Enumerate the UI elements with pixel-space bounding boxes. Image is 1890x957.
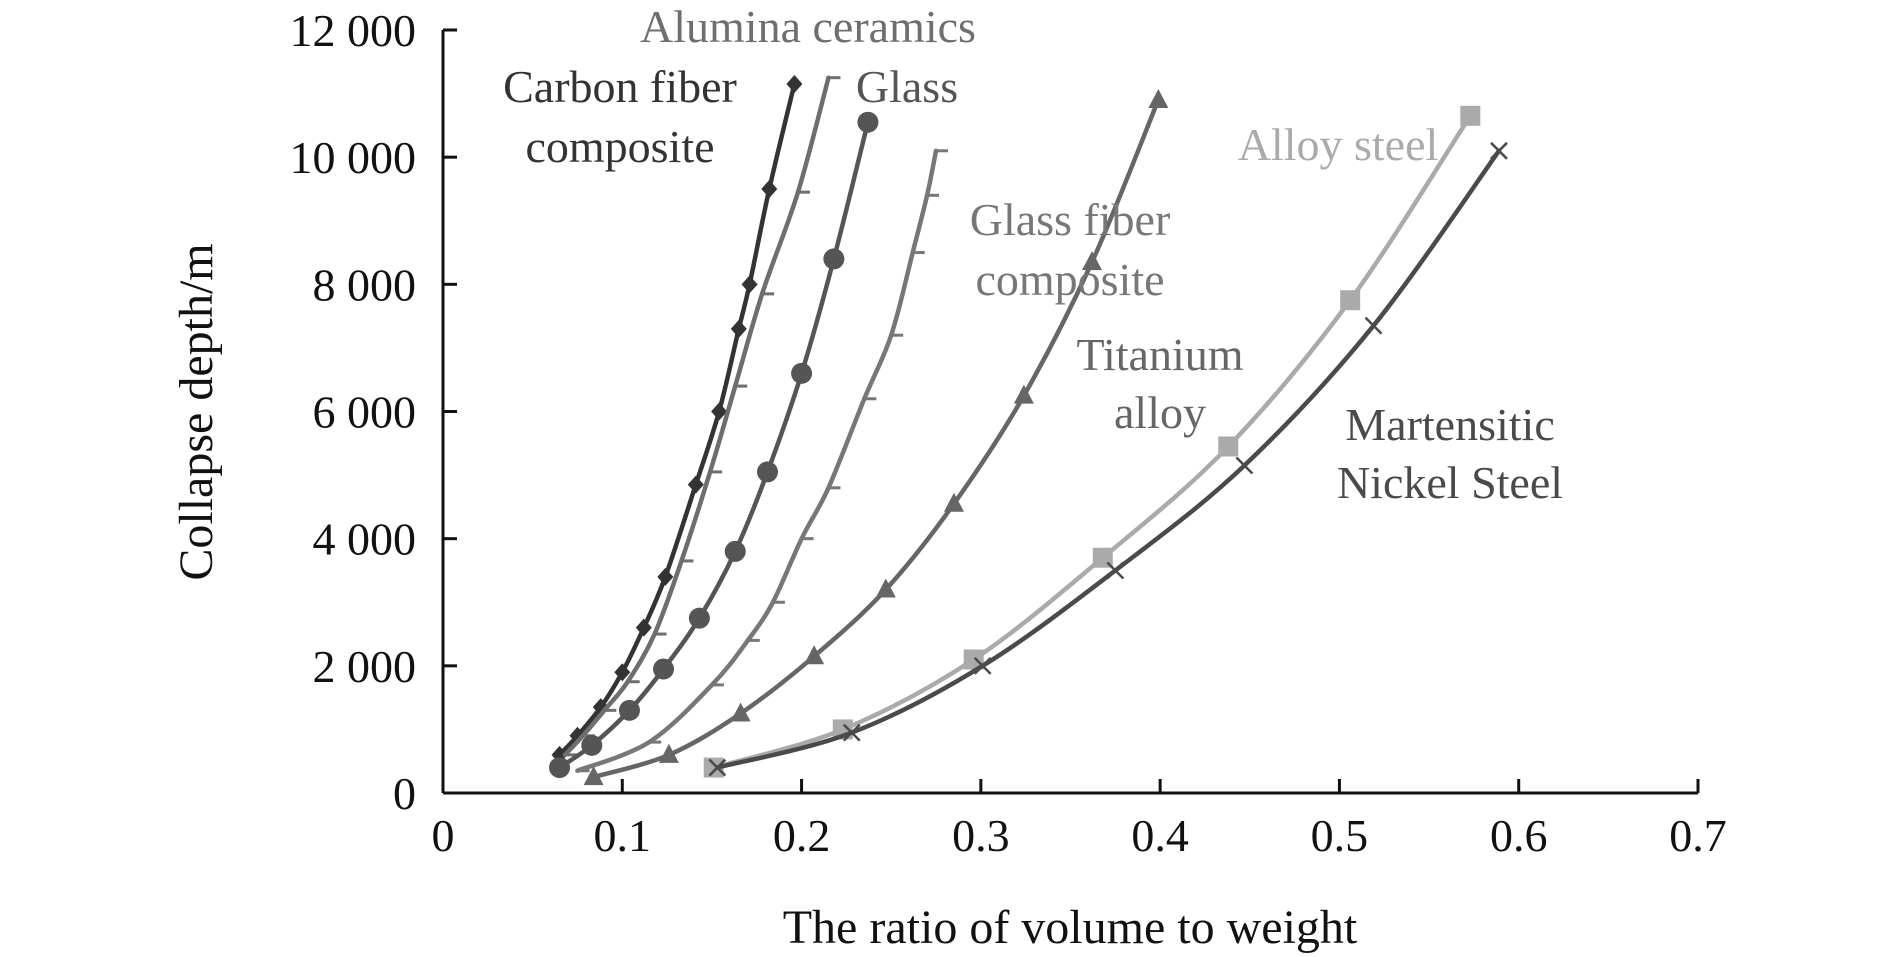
series-label-6-line-1: Nickel Steel — [1337, 457, 1563, 508]
series-0-point-4 — [635, 618, 652, 637]
series-5-point-2 — [963, 649, 984, 670]
series-0-point-3 — [614, 663, 631, 682]
series-0-point-7 — [711, 402, 728, 421]
series-4-point-7 — [1082, 251, 1103, 271]
series-6 — [708, 141, 1508, 777]
series-2-point-7 — [791, 362, 813, 384]
series-label-1-line-0: Alumina ceramics — [640, 1, 976, 52]
series-6-point-3 — [1106, 561, 1125, 580]
series-4-point-8 — [1148, 88, 1169, 108]
series-2-point-9 — [857, 111, 879, 133]
series-3 — [575, 148, 949, 773]
x-tick-label-6: 0.6 — [1490, 810, 1548, 861]
series-4-point-4 — [875, 578, 896, 598]
series-6-point-1 — [842, 723, 861, 742]
series-label-6-line-0: Martensitic — [1345, 399, 1555, 450]
series-label-5-line-0: Alloy steel — [1238, 119, 1439, 170]
x-tick-label-0: 0 — [432, 810, 455, 861]
series-0-point-5 — [657, 567, 674, 586]
series-2-point-5 — [724, 540, 746, 562]
x-tick-label-3: 0.3 — [952, 810, 1010, 861]
series-label-0-line-0: Carbon fiber — [503, 61, 737, 112]
series-5-point-4 — [1218, 436, 1239, 457]
series-4-point-1 — [658, 743, 679, 763]
y-tick-label-1: 2 000 — [313, 641, 417, 692]
series-label-3-line-1: composite — [975, 254, 1164, 305]
series-layer — [549, 75, 1508, 786]
x-tick-label-1: 0.1 — [594, 810, 652, 861]
series-6-point-6 — [1490, 141, 1508, 160]
x-tick-label-5: 0.5 — [1311, 810, 1369, 861]
series-1 — [562, 75, 841, 758]
series-4 — [583, 88, 1169, 786]
series-5-point-0 — [703, 757, 724, 778]
series-label-2-line-0: Glass — [856, 61, 958, 112]
series-4-point-2 — [730, 702, 751, 722]
y-tick-label-2: 4 000 — [313, 514, 417, 565]
series-2-point-4 — [688, 607, 710, 629]
x-tick-label-4: 0.4 — [1131, 810, 1189, 861]
y-tick-label-4: 8 000 — [313, 259, 417, 310]
series-6-point-2 — [973, 656, 992, 675]
series-2-point-3 — [653, 658, 675, 680]
series-0 — [551, 75, 803, 764]
series-line-2 — [557, 119, 871, 770]
y-tick-label-5: 10 000 — [290, 132, 417, 183]
series-2-point-8 — [823, 248, 845, 270]
series-6-point-5 — [1364, 316, 1383, 335]
ticks: 0 0.1 0.2 0.3 0.4 0.5 0.6 0.7 0 2 000 4 000 6 000 8 … — [290, 5, 1727, 861]
series-0-point-10 — [761, 179, 778, 198]
y-tick-label-3: 6 000 — [313, 387, 417, 438]
y-tick-label-0: 0 — [393, 768, 416, 819]
series-4-point-6 — [1013, 384, 1034, 404]
series-2-point-6 — [757, 461, 779, 483]
series-2-point-0 — [549, 757, 571, 779]
x-tick-label-7: 0.7 — [1669, 810, 1727, 861]
series-2-point-1 — [581, 734, 603, 756]
series-4-point-3 — [804, 645, 825, 665]
series-6-point-0 — [708, 758, 727, 777]
series-5-point-6 — [1460, 105, 1481, 126]
series-4-point-0 — [583, 766, 604, 786]
y-axis-title: Collapse depth/m — [170, 243, 223, 580]
series-0-point-9 — [741, 275, 758, 294]
series-labels: Carbon fiber composite Alumina ceramics Gla… — [503, 1, 1563, 508]
series-2 — [549, 111, 879, 779]
series-0-point-11 — [786, 75, 803, 94]
series-4-point-5 — [943, 492, 964, 512]
series-5-point-5 — [1340, 290, 1361, 311]
series-label-4-line-0: Titanium — [1076, 329, 1243, 380]
series-0-point-8 — [730, 319, 747, 338]
series-label-4-line-1: alloy — [1114, 387, 1206, 438]
series-0-point-6 — [687, 475, 704, 494]
x-axis-title: The ratio of volume to weight — [783, 901, 1358, 954]
series-6-point-4 — [1235, 456, 1254, 475]
series-label-0-line-1: composite — [525, 121, 714, 172]
y-tick-label-6: 12 000 — [290, 5, 417, 56]
series-2-point-2 — [618, 699, 640, 721]
x-tick-label-2: 0.2 — [773, 810, 831, 861]
series-label-3-line-0: Glass fiber — [970, 194, 1171, 245]
